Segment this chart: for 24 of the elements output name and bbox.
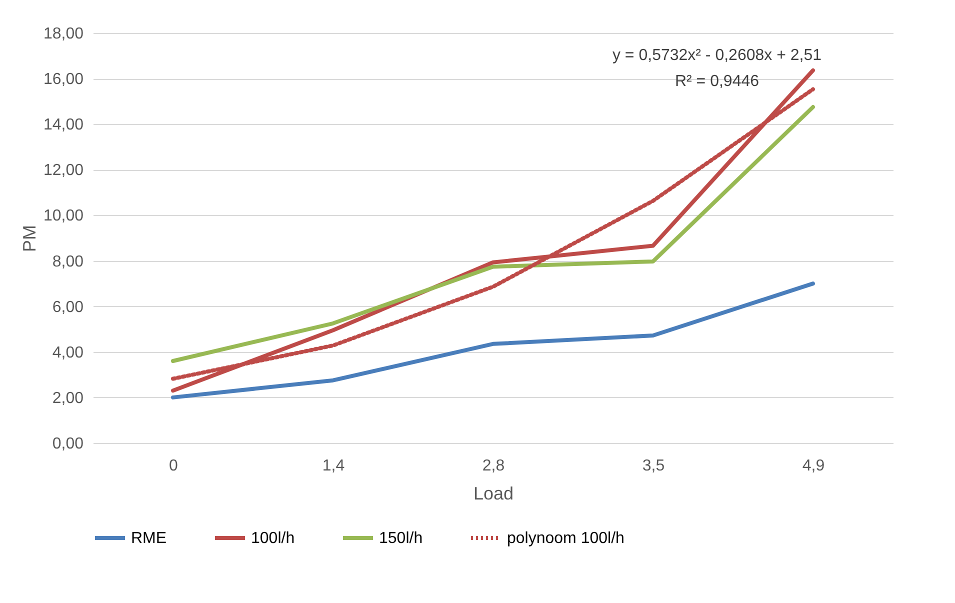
y-tick-label: 10,00 — [43, 208, 84, 225]
x-tick-label: 0 — [169, 458, 178, 474]
x-tick-label: 2,8 — [482, 458, 505, 474]
annotation: R² = 0,9446 — [674, 73, 760, 90]
y-tick-label: 6,00 — [52, 298, 84, 316]
annotation: y = 0,5732x² - 0,2608x + 2,51 — [612, 47, 822, 64]
x-tick-label: 3,5 — [642, 458, 665, 474]
x-tick-label: 1,4 — [322, 458, 345, 474]
y-tick-label: 0,00 — [52, 436, 84, 452]
legend-label: 100l/h — [251, 530, 295, 547]
y-tick-label: 12,00 — [43, 162, 84, 180]
y-axis-title: PM — [19, 225, 40, 252]
legend-label: 150l/h — [379, 530, 423, 547]
y-tick-label: 16,00 — [43, 71, 84, 88]
y-tick-label: 8,00 — [52, 253, 84, 270]
line-series — [171, 282, 815, 400]
x-tick-label: 4,9 — [802, 458, 825, 474]
y-tick-label: 2,00 — [52, 390, 84, 407]
y-tick-label: 14,00 — [43, 116, 84, 134]
legend-label: RME — [131, 530, 167, 547]
x-axis-title: Load — [473, 484, 514, 504]
y-tick-label: 18,00 — [43, 26, 84, 42]
y-tick-label: 4,00 — [52, 344, 84, 362]
legend-label: polynoom 100l/h — [507, 530, 624, 547]
